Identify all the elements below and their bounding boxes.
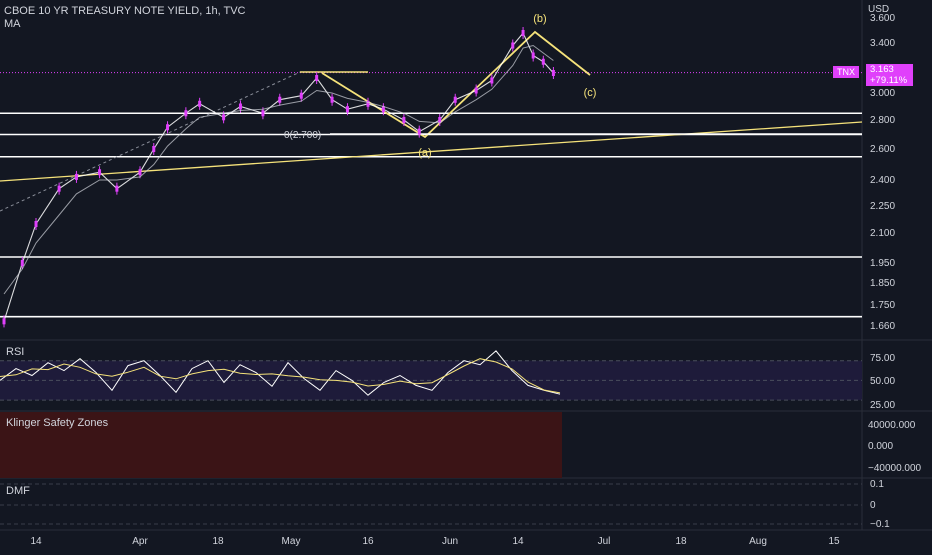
wave-label-c: (c) [584,87,597,99]
price-candle [57,185,61,192]
indicator-label-ma[interactable]: MA [4,18,21,30]
price-series [2,27,555,328]
wave-path [321,30,591,139]
price-candle [366,100,370,107]
price-candle [278,96,282,103]
trendline [0,121,863,182]
price-candle [330,96,334,103]
time-tick-label: 14 [512,536,524,547]
time-tick-label: 16 [362,536,374,547]
price-candle [299,92,303,99]
price-tick-label: 1.660 [870,321,895,332]
price-candle [381,106,385,113]
price-candle [34,221,38,227]
pane-backgrounds [0,0,932,531]
ma-line [3,44,554,295]
price-candle [152,146,156,152]
price-candle [98,169,102,176]
change-percent: +79.11% [870,75,908,86]
time-tick-label: 14 [30,536,42,547]
price-candle [198,100,202,107]
fib-level-label: 0(2.700) [284,130,321,141]
rsi-series [0,350,561,396]
klinger-tick-label: 0.000 [868,441,893,452]
wave-label-a: (a) [418,147,431,159]
price-candle [453,96,457,103]
price-tick-label: 2.800 [870,115,895,126]
time-tick-label: Apr [132,536,148,547]
last-price-badge: 3.163 +79.11% [866,64,913,86]
axis-currency: USD [868,4,889,15]
price-candle [20,260,24,266]
rsi-tick-label: 25.00 [870,400,895,411]
dmf-tick-label: 0.1 [870,479,884,490]
horizontal-levels [0,72,862,318]
price-candle [490,77,494,84]
price-candle [345,106,349,113]
price-tick-label: 3.600 [870,13,895,24]
price-candle [166,124,170,131]
annotation-labels: (a) (b) (c) 0(2.700) [284,13,596,159]
rsi-tick-label: 75.00 [870,353,895,364]
price-candle [531,52,535,59]
rsi-signal-line [0,358,561,394]
rsi-tick-label: 50.00 [870,376,895,387]
time-tick-label: 18 [212,536,224,547]
price-candle [261,110,265,117]
pane-label-rsi[interactable]: RSI [6,346,25,358]
price-tick-label: 1.750 [870,300,895,311]
price-candle [521,30,525,36]
price-candle [222,114,226,121]
price-candle [402,117,406,123]
price-axis[interactable]: USD3.6003.4003.2003.0002.8002.6002.4002.… [868,4,922,530]
price-candle [74,173,78,180]
price-candle [551,70,555,76]
price-tick-label: 2.400 [870,175,895,186]
symbol-badge: TNX [833,66,859,78]
time-tick-label: May [282,536,301,547]
pane-label-dmf[interactable]: DMF [6,485,30,497]
price-tick-label: 2.100 [870,228,895,239]
wave-label-b: (b) [533,13,546,25]
price-candle [184,110,188,117]
price-candle [238,103,242,110]
price-tick-label: 1.850 [870,278,895,289]
time-tick-label: Aug [749,536,767,547]
price-candle [474,87,478,94]
pane-label-klinger[interactable]: Klinger Safety Zones [6,417,109,429]
time-tick-label: 18 [675,536,687,547]
chart-title: CBOE 10 YR TREASURY NOTE YIELD, 1h, TVC [4,5,246,17]
price-line [3,31,554,322]
dmf-tick-label: −0.1 [870,519,890,530]
price-candle [541,58,545,65]
time-axis[interactable]: 14 Apr 18 May 16 Jun 14 Jul 18 Aug 15 [30,536,840,547]
price-tick-label: 1.950 [870,258,895,269]
klinger-zone [0,412,562,478]
price-tick-label: 2.250 [870,201,895,212]
time-tick-label: Jun [442,536,458,547]
price-candle [315,75,319,81]
price-candle [511,42,515,49]
klinger-tick-label: −40000.000 [868,463,922,474]
price-candle [138,169,142,176]
price-tick-label: 3.000 [870,88,895,99]
wave-drawings [0,30,863,212]
last-price-value: 3.163 [870,64,894,75]
price-candle [438,117,442,123]
dashed-channel [0,71,301,212]
time-tick-label: Jul [598,536,611,547]
klinger-tick-label: 40000.000 [868,420,916,431]
price-candle [2,318,6,325]
price-tick-label: 3.400 [870,38,895,49]
dmf-tick-label: 0 [870,500,876,511]
price-tick-label: 2.600 [870,144,895,155]
price-candle [115,185,119,192]
price-candle [417,128,421,135]
time-tick-label: 15 [828,536,840,547]
